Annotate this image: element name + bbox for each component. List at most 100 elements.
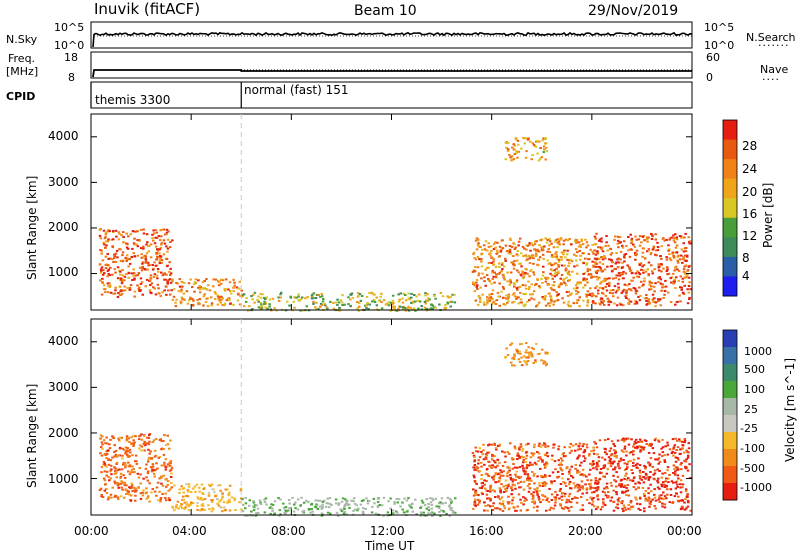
velocity-ytick-4000: 4000 xyxy=(48,334,79,348)
vel-echo-cell xyxy=(577,445,581,448)
vel-echo-cell xyxy=(117,486,120,489)
power-echo-cell xyxy=(544,137,547,140)
vel-echo-cell xyxy=(164,499,168,502)
power-echo-cell xyxy=(519,291,522,294)
power-echo-cell xyxy=(553,281,556,283)
vel-echo-cell xyxy=(626,460,630,463)
vel-echo-cell xyxy=(622,504,626,507)
power-echo-cell xyxy=(682,256,685,259)
vel-echo-cell xyxy=(173,509,176,512)
vel-colorbar-segment xyxy=(723,432,737,450)
power-echo-cell xyxy=(476,266,480,269)
power-echo-cell xyxy=(634,292,638,295)
power-echo-cell xyxy=(320,304,324,306)
vel-echo-cell xyxy=(478,456,482,459)
power-echo-cell xyxy=(598,238,602,241)
vel-echo-cell xyxy=(508,507,511,510)
power-echo-cell xyxy=(427,297,430,300)
nsky-label: N.Sky xyxy=(6,33,38,46)
vel-echo-cell xyxy=(148,452,151,455)
power-echo-cell xyxy=(136,245,140,248)
power-echo-cell xyxy=(655,254,658,257)
power-echo-cell xyxy=(100,266,104,269)
vel-echo-cell xyxy=(145,476,148,479)
power-echo-cell xyxy=(541,281,544,284)
power-echo-cell xyxy=(608,299,611,302)
vel-echo-cell xyxy=(241,498,244,501)
power-echo-cell xyxy=(152,229,155,232)
vel-echo-cell xyxy=(637,441,640,443)
power-echo-cell xyxy=(531,244,535,247)
power-echo-cell xyxy=(506,301,509,304)
vel-echo-cell xyxy=(474,493,477,496)
power-colorbar-segment xyxy=(723,198,737,219)
power-echo-cell xyxy=(157,235,160,238)
vel-echo-cell xyxy=(478,501,481,504)
power-echo-cell xyxy=(536,248,539,251)
vel-echo-cell xyxy=(667,477,670,480)
vel-echo-cell xyxy=(360,500,364,502)
vel-echo-cell xyxy=(168,488,172,491)
vel-echo-cell xyxy=(149,450,152,453)
velocity-cbar-tick-25: 25 xyxy=(744,403,758,416)
vel-echo-cell xyxy=(482,449,485,452)
power-echo-cell xyxy=(147,250,151,253)
power-echo-cell xyxy=(670,236,673,239)
power-echo-cell xyxy=(513,300,516,303)
power-echo-cell xyxy=(511,293,515,296)
power-colorbar-segment xyxy=(723,256,737,277)
vel-echo-cell xyxy=(511,483,515,486)
power-echo-cell xyxy=(113,256,116,259)
vel-echo-cell xyxy=(168,499,172,501)
power-echo-cell xyxy=(220,279,223,282)
power-echo-cell xyxy=(498,304,501,307)
power-echo-cell xyxy=(524,303,527,306)
power-echo-cell xyxy=(668,238,671,241)
power-echo-cell xyxy=(514,137,518,140)
power-echo-cell xyxy=(594,243,598,246)
vel-echo-cell xyxy=(688,463,691,466)
power-echo-cell xyxy=(578,249,581,252)
vel-echo-cell xyxy=(473,456,476,458)
vel-echo-cell xyxy=(196,504,199,507)
power-echo-cell xyxy=(449,300,452,303)
vel-echo-cell xyxy=(509,473,512,476)
vel-echo-cell xyxy=(649,457,653,460)
vel-echo-cell xyxy=(118,439,121,442)
vel-echo-cell xyxy=(302,509,306,512)
power-echo-cell xyxy=(591,243,594,246)
power-echo-cell xyxy=(512,292,516,295)
vel-echo-cell xyxy=(616,503,619,506)
power-echo-cell xyxy=(324,304,327,307)
power-echo-cell xyxy=(685,247,688,249)
vel-echo-cell xyxy=(516,458,519,460)
power-echo-cell xyxy=(596,292,600,295)
vel-echo-cell xyxy=(496,507,499,510)
beam-title: Beam 10 xyxy=(354,3,417,19)
vel-echo-cell xyxy=(647,444,651,447)
power-echo-cell xyxy=(585,246,588,249)
power-echo-cell xyxy=(650,288,653,291)
vel-echo-cell xyxy=(673,472,677,475)
vel-echo-cell xyxy=(139,434,142,437)
vel-echo-cell xyxy=(472,494,476,497)
vel-echo-cell xyxy=(548,488,551,490)
vel-echo-cell xyxy=(164,466,167,469)
vel-echo-cell xyxy=(513,466,517,469)
power-echo-cell xyxy=(509,280,512,283)
power-echo-cell xyxy=(198,285,201,288)
power-echo-cell xyxy=(672,237,676,239)
vel-echo-cell xyxy=(642,471,645,473)
power-echo-cell xyxy=(528,262,532,265)
vel-echo-cell xyxy=(590,491,594,494)
power-echo-cell xyxy=(584,279,587,282)
vel-echo-cell xyxy=(334,498,338,501)
power-echo-cell xyxy=(526,138,530,141)
power-echo-cell xyxy=(656,249,660,252)
vel-echo-cell xyxy=(419,511,423,514)
vel-echo-cell xyxy=(594,442,597,445)
power-echo-cell xyxy=(649,253,652,256)
power-echo-cell xyxy=(151,264,154,266)
vel-echo-cell xyxy=(476,498,480,501)
power-echo-cell xyxy=(508,250,512,253)
